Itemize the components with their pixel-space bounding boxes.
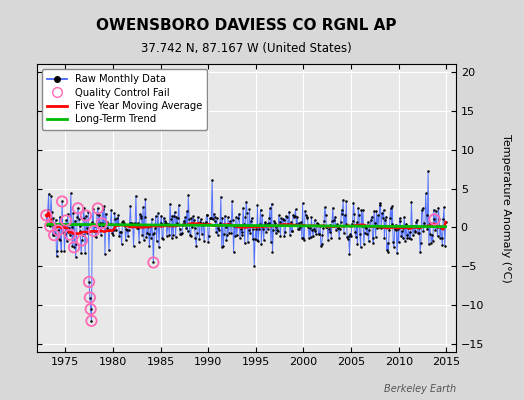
Text: 37.742 N, 87.167 W (United States): 37.742 N, 87.167 W (United States)	[141, 42, 352, 55]
Point	[74, 205, 82, 212]
Point	[86, 294, 94, 301]
Point	[54, 227, 62, 234]
Point	[62, 217, 70, 224]
Point	[42, 212, 50, 218]
Point	[78, 237, 86, 244]
Point	[82, 212, 90, 219]
Y-axis label: Temperature Anomaly (°C): Temperature Anomaly (°C)	[501, 134, 511, 282]
Point	[50, 232, 58, 238]
Text: OWENSBORO DAVIESS CO RGNL AP: OWENSBORO DAVIESS CO RGNL AP	[96, 18, 397, 33]
Point	[58, 198, 66, 205]
Point	[97, 220, 106, 226]
Point	[86, 306, 95, 312]
Point	[88, 318, 96, 324]
Point	[430, 216, 439, 223]
Point	[46, 223, 54, 230]
Point	[149, 259, 158, 266]
Text: Berkeley Earth: Berkeley Earth	[384, 384, 456, 394]
Point	[70, 244, 78, 250]
Point	[90, 228, 98, 234]
Legend: Raw Monthly Data, Quality Control Fail, Five Year Moving Average, Long-Term Tren: Raw Monthly Data, Quality Control Fail, …	[42, 69, 207, 130]
Point	[94, 205, 102, 212]
Point	[85, 279, 93, 285]
Point	[66, 232, 74, 238]
